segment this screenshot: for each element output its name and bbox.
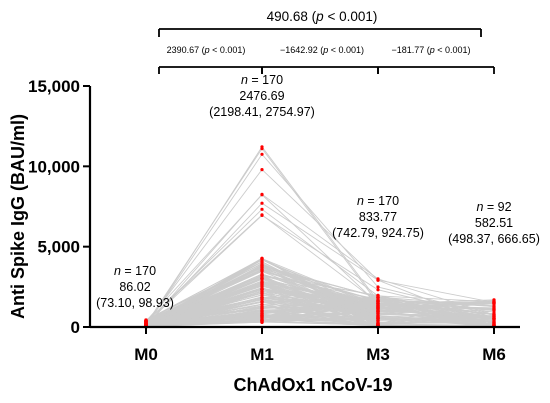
group-annotation: n = 170 86.02 (73.10, 98.93) <box>96 264 174 310</box>
subject-line <box>145 264 495 326</box>
x-axis-title: ChAdOx1 nCoV-19 <box>233 375 392 395</box>
x-tick-label: M3 <box>366 345 390 364</box>
y-tick-label: 5,000 <box>37 238 80 257</box>
data-point <box>376 308 380 312</box>
data-point <box>260 276 264 280</box>
comparison-label: 2390.67 (p < 0.001) <box>167 45 246 55</box>
data-point <box>260 256 264 260</box>
y-axis-title: Anti Spike IgG (BAU/ml) <box>8 114 28 319</box>
data-point <box>376 304 380 308</box>
data-point <box>260 192 264 196</box>
comparison-label: −1642.92 (p < 0.001) <box>280 45 364 55</box>
labels: ChAdOx1 nCoV-19 Anti Spike IgG (BAU/ml) n … <box>8 9 540 395</box>
data-point <box>376 320 380 324</box>
subject-lines <box>145 146 495 328</box>
data-point <box>144 319 148 324</box>
data-point <box>376 301 380 305</box>
y-tick-label: 10,000 <box>28 157 80 176</box>
data-point <box>260 268 264 273</box>
ci-label: (2198.41, 2754.97) <box>209 105 315 119</box>
n-label: n = 170 <box>241 73 283 87</box>
data-point <box>492 316 496 321</box>
data-point <box>376 315 380 319</box>
data-point <box>376 288 380 292</box>
y-tick-label: 0 <box>71 318 80 337</box>
data-point <box>260 262 264 266</box>
data-point <box>260 310 264 314</box>
data-point <box>260 287 264 291</box>
data-point <box>492 307 496 311</box>
data-point <box>492 300 496 304</box>
data-point <box>260 291 264 295</box>
data-point <box>260 295 264 299</box>
data-point <box>492 311 496 315</box>
n-label: n = 92 <box>476 200 511 214</box>
ci-label: (742.79, 924.75) <box>332 226 424 240</box>
axes: 0 5,000 10,000 15,000 M0 M1 M3 M6 <box>28 28 520 364</box>
ci-label: (73.10, 98.93) <box>96 296 174 310</box>
data-point <box>376 285 380 289</box>
n-label: n = 170 <box>114 264 156 278</box>
data-point <box>260 145 264 149</box>
mean-label: 582.51 <box>475 216 513 230</box>
group-annotation: n = 92 582.51 (498.37, 666.65) <box>448 200 540 246</box>
subject-line <box>145 153 495 327</box>
data-point <box>492 304 496 308</box>
x-tick-label: M6 <box>482 345 506 364</box>
mean-label: 2476.69 <box>239 89 284 103</box>
x-tick-label: M1 <box>250 345 274 364</box>
subject-line <box>145 193 495 326</box>
data-point <box>260 168 264 172</box>
group-annotation: n = 170 2476.69 (2198.41, 2754.97) <box>209 73 315 119</box>
n-label: n = 170 <box>357 194 399 208</box>
data-point <box>376 278 380 282</box>
mean-label: 86.02 <box>119 280 150 294</box>
data-point <box>260 213 264 217</box>
x-tick-label: M0 <box>134 345 158 364</box>
y-tick-label: 15,000 <box>28 77 80 96</box>
data-point <box>492 298 496 302</box>
overall-label: 490.68 (p < 0.001) <box>267 9 378 24</box>
data-point <box>260 300 264 304</box>
data-point <box>376 294 380 298</box>
subject-line <box>145 168 495 325</box>
data-point <box>260 315 264 319</box>
comparison-label: −181.77 (p < 0.001) <box>391 45 470 55</box>
subject-line <box>145 208 495 323</box>
data-point <box>376 312 380 316</box>
data-point <box>260 281 264 285</box>
data-point <box>260 201 264 205</box>
group-annotation: n = 170 833.77 (742.79, 924.75) <box>332 194 424 240</box>
mean-label: 833.77 <box>359 210 397 224</box>
ci-label: (498.37, 666.65) <box>448 232 540 246</box>
data-point <box>260 152 264 156</box>
data-point <box>260 207 264 211</box>
